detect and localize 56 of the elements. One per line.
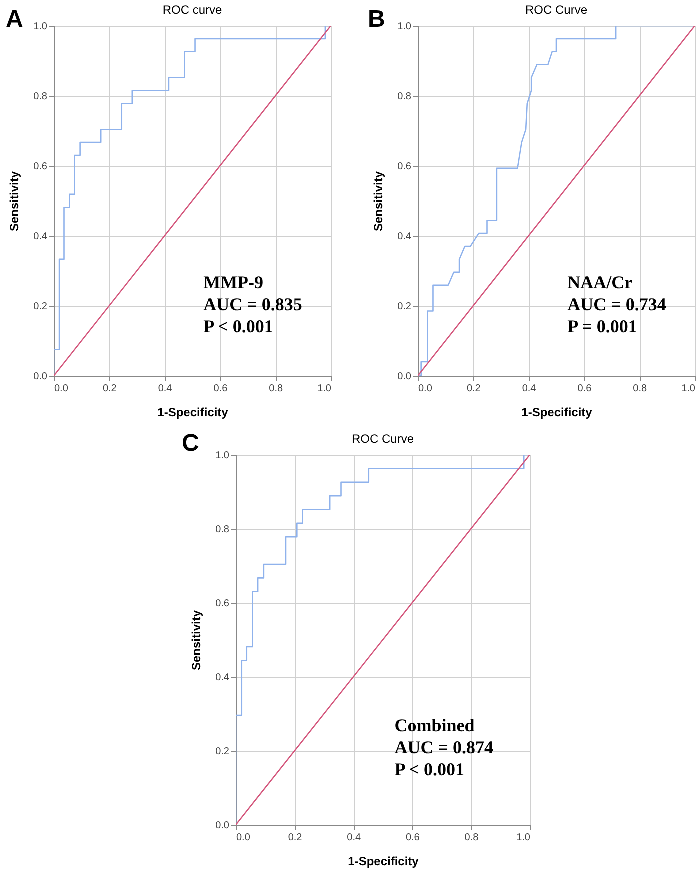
x-tick-label: 0.4 xyxy=(347,832,362,844)
y-tick-label: 0.8 xyxy=(216,524,230,536)
y-tick-label: 0.2 xyxy=(34,302,48,312)
text: B xyxy=(368,6,386,33)
x-tick-label: 0.2 xyxy=(288,832,303,844)
x-tick-label: 1.0 xyxy=(516,832,531,844)
x-tick-label: 0.4 xyxy=(158,384,173,394)
y-tick-label: 0.0 xyxy=(216,820,230,832)
x-tick-label: 0.6 xyxy=(406,832,420,844)
y-tick-label: 0.4 xyxy=(34,232,48,242)
x-axis-title: 1-Specificity xyxy=(158,406,229,420)
x-tick-label: 0.8 xyxy=(269,384,284,394)
y-axis-title: Sensitivity xyxy=(8,171,22,232)
x-axis-title: 1-Specificity xyxy=(348,854,420,868)
x-tick-label: 0.8 xyxy=(464,832,480,844)
y-tick-label: 1.0 xyxy=(398,22,412,32)
y-tick-label: 0.8 xyxy=(34,92,48,102)
annotation: MMP-9 xyxy=(204,272,264,292)
y-tick-label: 0.2 xyxy=(216,746,230,758)
y-tick-label: 0.4 xyxy=(216,672,230,684)
x-tick-label: 0.4 xyxy=(522,384,537,394)
x-tick-label: 0.0 xyxy=(236,832,251,844)
x-tick-label: 0.6 xyxy=(578,384,592,394)
annotation: P < 0.001 xyxy=(204,316,274,336)
text: C xyxy=(182,430,200,457)
x-tick-label: 1.0 xyxy=(318,384,332,394)
y-tick-label: 0.0 xyxy=(34,372,48,382)
x-tick-label: 1.0 xyxy=(682,384,696,394)
x-tick-label: 0.0 xyxy=(418,384,433,394)
annotation: P = 0.001 xyxy=(568,316,638,336)
y-tick-label: 0.6 xyxy=(216,598,230,610)
x-tick-label: 0.8 xyxy=(633,384,648,394)
annotation: AUC = 0.734 xyxy=(568,294,666,314)
y-axis-title: Sensitivity xyxy=(372,171,386,232)
annotation: AUC = 0.835 xyxy=(204,294,302,314)
y-tick-label: 0.8 xyxy=(398,92,412,102)
y-axis-title: Sensitivity xyxy=(190,610,204,671)
annotation: NAA/Cr xyxy=(568,272,633,292)
y-tick-label: 0.4 xyxy=(398,232,412,242)
y-tick-label: 0.6 xyxy=(398,162,412,172)
y-tick-label: 0.0 xyxy=(398,372,412,382)
annotation: AUC = 0.874 xyxy=(394,738,494,758)
y-tick-label: 1.0 xyxy=(216,450,230,462)
chart-title: ROC curve xyxy=(162,3,222,17)
chart-title: ROC Curve xyxy=(525,3,588,17)
annotation: P < 0.001 xyxy=(394,760,465,780)
y-tick-label: 1.0 xyxy=(34,22,48,32)
x-axis-title: 1-Specificity xyxy=(522,406,593,420)
annotation: Combined xyxy=(394,716,475,736)
y-tick-label: 0.2 xyxy=(398,302,412,312)
x-tick-label: 0.2 xyxy=(102,384,118,394)
text: A xyxy=(6,6,24,33)
x-tick-label: 0.0 xyxy=(54,384,69,394)
x-tick-label: 0.2 xyxy=(466,384,482,394)
y-tick-label: 0.6 xyxy=(34,162,48,172)
chart-title: ROC Curve xyxy=(352,432,414,446)
